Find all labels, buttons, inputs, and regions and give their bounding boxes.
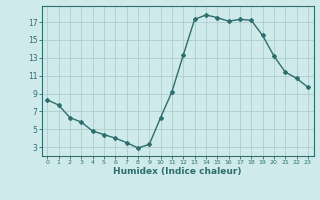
- X-axis label: Humidex (Indice chaleur): Humidex (Indice chaleur): [113, 167, 242, 176]
